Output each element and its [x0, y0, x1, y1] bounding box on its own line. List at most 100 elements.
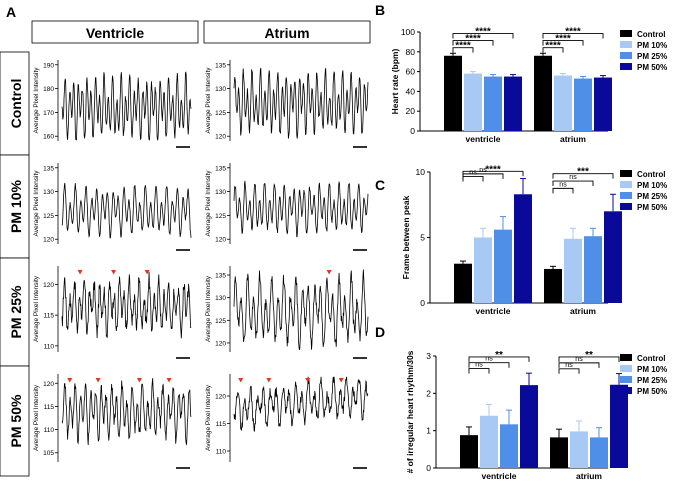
column-header-box — [203, 20, 371, 44]
arrhythmia-marker — [238, 378, 244, 383]
significance-label: ns — [479, 167, 487, 174]
trace-y-tick-label: 120 — [43, 381, 54, 388]
x-category-label: atrium — [560, 134, 586, 144]
legend-label: PM 10% — [637, 181, 667, 190]
significance-label: **** — [475, 27, 491, 38]
trace-y-axis-label: Average Pixel Intensity — [205, 384, 212, 451]
significance-label: *** — [577, 167, 589, 178]
column-header-box — [31, 20, 199, 44]
significance-bracket — [462, 170, 524, 177]
bar-chart-b: B 0 20 40 60 80 100 Heart rate (bpm) ventricle **… — [375, 2, 667, 144]
legend: Control PM 10% PM 25% PM 50% — [620, 170, 667, 212]
significance-bracket — [542, 47, 564, 53]
y-tick-label: 40 — [406, 86, 416, 96]
trace-y-tick-label: 130 — [215, 295, 226, 302]
significance-bracket — [558, 362, 600, 368]
trace-y-tick-label: 130 — [215, 189, 226, 196]
bar — [520, 385, 538, 468]
trace-y-tick-label: 125 — [215, 213, 226, 220]
bar — [444, 55, 462, 132]
trace-waveform — [61, 271, 192, 339]
bar — [610, 384, 628, 468]
arrhythmia-marker — [136, 378, 142, 383]
significance-bracket — [558, 368, 580, 374]
legend-swatch — [620, 387, 632, 394]
significance-label: **** — [555, 34, 571, 45]
panel-letter-b: B — [375, 2, 385, 18]
trace-y-tick-label: 125 — [215, 110, 226, 117]
trace-y-tick-label: 130 — [43, 189, 54, 196]
bar — [604, 211, 622, 303]
trace-y-tick-label: 120 — [215, 134, 226, 141]
trace-waveform — [61, 378, 192, 446]
significance-bracket — [558, 356, 620, 362]
significance-label: ns — [475, 362, 483, 369]
trace-y-tick-label: 170 — [43, 110, 54, 117]
trace-waveform — [233, 376, 369, 432]
legend-label: PM 25% — [637, 192, 667, 201]
significance-bracket — [452, 47, 474, 53]
legend-swatch — [620, 52, 632, 59]
bar — [550, 437, 568, 468]
arrhythmia-marker — [95, 378, 101, 383]
bar-chart-d: D 0 1 2 3 # of irregular heart rhythm/30s vent… — [375, 324, 667, 481]
bar — [554, 75, 572, 131]
trace-y-tick-label: 120 — [215, 394, 226, 401]
y-tick-label: 0 — [420, 298, 425, 308]
significance-label: **** — [485, 164, 501, 175]
bar — [460, 435, 478, 468]
significance-bracket — [452, 40, 494, 46]
panel-letter-a: A — [6, 4, 16, 20]
y-tick-label: 5 — [420, 233, 425, 243]
column-header-atrium: Atrium — [264, 25, 309, 41]
trace-y-tick-label: 115 — [216, 421, 227, 428]
arrhythmia-marker — [144, 270, 150, 275]
trace-y-tick-label: 105 — [43, 450, 54, 457]
arrhythmia-marker — [111, 270, 117, 275]
significance-label: ** — [495, 350, 503, 361]
significance-bracket — [462, 173, 504, 179]
row-label-pm25: PM 25% — [8, 285, 24, 338]
legend-swatch — [620, 192, 632, 199]
trace-waveform — [61, 182, 192, 239]
trace-y-tick-label: 110 — [44, 427, 55, 434]
arrhythmia-marker — [266, 378, 272, 383]
bar — [500, 424, 518, 468]
trace-y-tick-label: 190 — [43, 62, 54, 69]
x-category-label: ventricle — [466, 134, 501, 144]
bar — [574, 78, 592, 131]
significance-bracket — [468, 356, 530, 362]
legend-swatch — [620, 63, 632, 70]
trace-y-tick-label: 115 — [44, 313, 55, 320]
y-tick-label: 2 — [426, 388, 431, 398]
legend-swatch — [620, 203, 632, 210]
trace-y-tick-label: 135 — [43, 165, 54, 172]
bar — [504, 76, 522, 131]
significance-bracket — [468, 362, 510, 368]
y-axis-title: Heart rate (bpm) — [390, 49, 400, 115]
y-tick-label: 10 — [416, 167, 426, 177]
row-label-box — [0, 154, 30, 259]
x-category-label: ventricle — [482, 471, 517, 481]
bar — [534, 55, 552, 132]
row-label-box — [0, 257, 30, 367]
legend-label: Control — [637, 354, 665, 363]
significance-label: **** — [565, 27, 581, 38]
y-tick-label: 80 — [406, 47, 416, 57]
arrhythmia-marker — [338, 378, 344, 383]
row-label-pm10: PM 10% — [8, 179, 24, 232]
significance-bracket — [542, 33, 604, 39]
trace-y-tick-label: 135 — [215, 62, 226, 69]
x-category-label: ventricle — [476, 306, 511, 316]
row-label-control: Control — [8, 79, 24, 129]
trace-y-tick-label: 120 — [43, 282, 54, 289]
bar — [474, 237, 492, 303]
bar — [484, 76, 502, 131]
legend-label: PM 25% — [637, 52, 667, 61]
